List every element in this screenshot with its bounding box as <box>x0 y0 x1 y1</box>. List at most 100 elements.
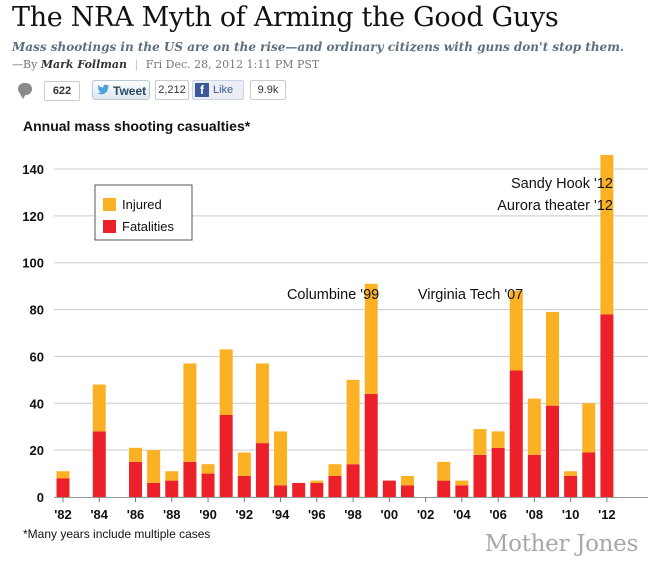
author-link[interactable]: Mark Follman <box>40 58 128 71</box>
byline-prefix: —By <box>12 58 38 71</box>
bar-fatalities-1992 <box>237 475 251 497</box>
bar-injured-1991 <box>219 349 233 415</box>
facebook-like-button[interactable]: f Like <box>192 80 244 100</box>
bar-fatalities-1991 <box>219 415 233 497</box>
byline: —By Mark Follman | Fri Dec. 28, 2012 1:1… <box>12 58 319 71</box>
bar-fatalities-2001 <box>400 485 414 497</box>
legend-swatch-fatalities <box>103 220 116 233</box>
annotation-label: Columbine '99 <box>287 287 379 303</box>
x-tick-label: '02 <box>417 507 435 522</box>
bar-fatalities-2004 <box>455 485 469 497</box>
x-tick-label: '10 <box>562 507 580 522</box>
bar-fatalities-2009 <box>546 405 560 497</box>
annotation-label: Sandy Hook '12 <box>511 176 613 192</box>
legend-label-injured: Injured <box>122 197 162 212</box>
bar-injured-2012 <box>600 154 614 315</box>
byline-separator: | <box>134 58 139 71</box>
annotation-label: Virginia Tech '07 <box>418 287 523 303</box>
x-tick-label: '92 <box>236 507 254 522</box>
bar-injured-1988 <box>165 471 179 481</box>
tweet-button[interactable]: Tweet <box>92 80 150 100</box>
bar-fatalities-2005 <box>473 454 487 497</box>
bar-injured-1986 <box>129 447 143 462</box>
x-tick-label: '96 <box>308 507 326 522</box>
article-subtitle: Mass shootings in the US are on the rise… <box>12 40 625 54</box>
publish-date: Fri Dec. 28, 2012 1:11 PM PST <box>145 58 320 71</box>
x-tick-label: '86 <box>127 507 145 522</box>
bar-fatalities-2008 <box>527 454 541 497</box>
x-tick-label: '08 <box>526 507 544 522</box>
bar-fatalities-1995 <box>292 482 306 497</box>
bar-injured-2001 <box>400 475 414 486</box>
legend: Injured Fatalities <box>94 184 193 241</box>
bar-fatalities-1997 <box>328 475 342 497</box>
x-tick-label: '88 <box>163 507 181 522</box>
y-tick-label: 20 <box>30 443 44 458</box>
bar-injured-2011 <box>582 403 596 453</box>
bar-injured-2007 <box>509 290 523 371</box>
x-axis: '82 '84 '86 '88 '90 '92 '94 '96 '98 '00 '02 '04 '06 '… <box>54 497 648 522</box>
bar-injured-2009 <box>546 311 560 406</box>
annotation-label: Aurora theater '12 <box>497 198 613 214</box>
comment-count[interactable]: 622 <box>44 81 80 101</box>
comment-bubble-icon[interactable] <box>18 83 32 99</box>
bar-fatalities-2007 <box>509 370 523 497</box>
bar-fatalities-2003 <box>437 480 451 497</box>
bar-injured-1990 <box>201 464 215 474</box>
x-tick-label: '94 <box>272 507 290 522</box>
bar-injured-2008 <box>527 398 541 455</box>
x-tick-label: '06 <box>489 507 507 522</box>
article-title: The NRA Myth of Arming the Good Guys <box>12 2 559 33</box>
chart-title: Annual mass shooting casualties* <box>23 118 251 134</box>
bar-injured-1994 <box>274 431 288 486</box>
bar-fatalities-1996 <box>310 482 324 497</box>
bar-injured-2010 <box>564 471 578 476</box>
bar-fatalities-2010 <box>564 475 578 497</box>
bar-injured-2005 <box>473 429 487 455</box>
bar-fatalities-1990 <box>201 473 215 497</box>
tweet-label: Tweet <box>113 84 147 98</box>
bar-injured-1982 <box>56 471 70 479</box>
annotations: Columbine '99 Virginia Tech '07 Sandy Hook… <box>287 176 613 303</box>
x-tick-label: '82 <box>54 507 72 522</box>
y-tick-label: 80 <box>30 303 44 318</box>
legend-label-fatalities: Fatalities <box>122 219 175 234</box>
bar-fatalities-1982 <box>56 478 70 497</box>
bar-injured-1989 <box>183 363 197 462</box>
y-tick-label: 140 <box>22 162 44 177</box>
bar-fatalities-1988 <box>165 480 179 497</box>
y-tick-label: 0 <box>37 490 44 505</box>
like-count: 9.9k <box>250 80 286 100</box>
mother-jones-logo[interactable]: Mother Jones <box>484 531 638 557</box>
bar-fatalities-1987 <box>147 482 161 497</box>
tweet-count: 2,212 <box>155 80 189 100</box>
like-label: Like <box>213 84 234 96</box>
bar-injured-1987 <box>147 450 161 483</box>
y-axis: 0 20 40 60 80 100 120 140 <box>22 162 44 505</box>
bars <box>56 154 614 497</box>
bar-injured-1996 <box>310 480 324 483</box>
twitter-bird-icon <box>97 84 110 95</box>
bar-injured-1999 <box>364 283 378 394</box>
bar-injured-1998 <box>346 379 360 465</box>
legend-swatch-injured <box>103 198 116 211</box>
x-tick-label: '00 <box>381 507 399 522</box>
bar-injured-1992 <box>237 452 251 476</box>
bar-fatalities-2011 <box>582 452 596 497</box>
casualties-chart: 0 20 40 60 80 100 120 140 '82 '84 '86 '88 '90 '92 '94… <box>22 154 648 522</box>
x-tick-label: '90 <box>199 507 217 522</box>
y-tick-label: 120 <box>22 209 44 224</box>
bar-fatalities-2006 <box>491 447 505 497</box>
bar-fatalities-1984 <box>92 431 106 497</box>
bar-injured-2004 <box>455 480 469 486</box>
x-tick-label: '84 <box>90 507 108 522</box>
bar-fatalities-1994 <box>274 485 288 497</box>
bar-injured-1993 <box>255 363 269 444</box>
x-tick-label: '98 <box>344 507 362 522</box>
bar-injured-2006 <box>491 431 505 448</box>
bar-fatalities-1999 <box>364 393 378 497</box>
bar-injured-1984 <box>92 384 106 432</box>
y-tick-label: 40 <box>30 396 44 411</box>
facebook-f-icon: f <box>195 83 209 97</box>
bar-fatalities-1998 <box>346 464 360 497</box>
